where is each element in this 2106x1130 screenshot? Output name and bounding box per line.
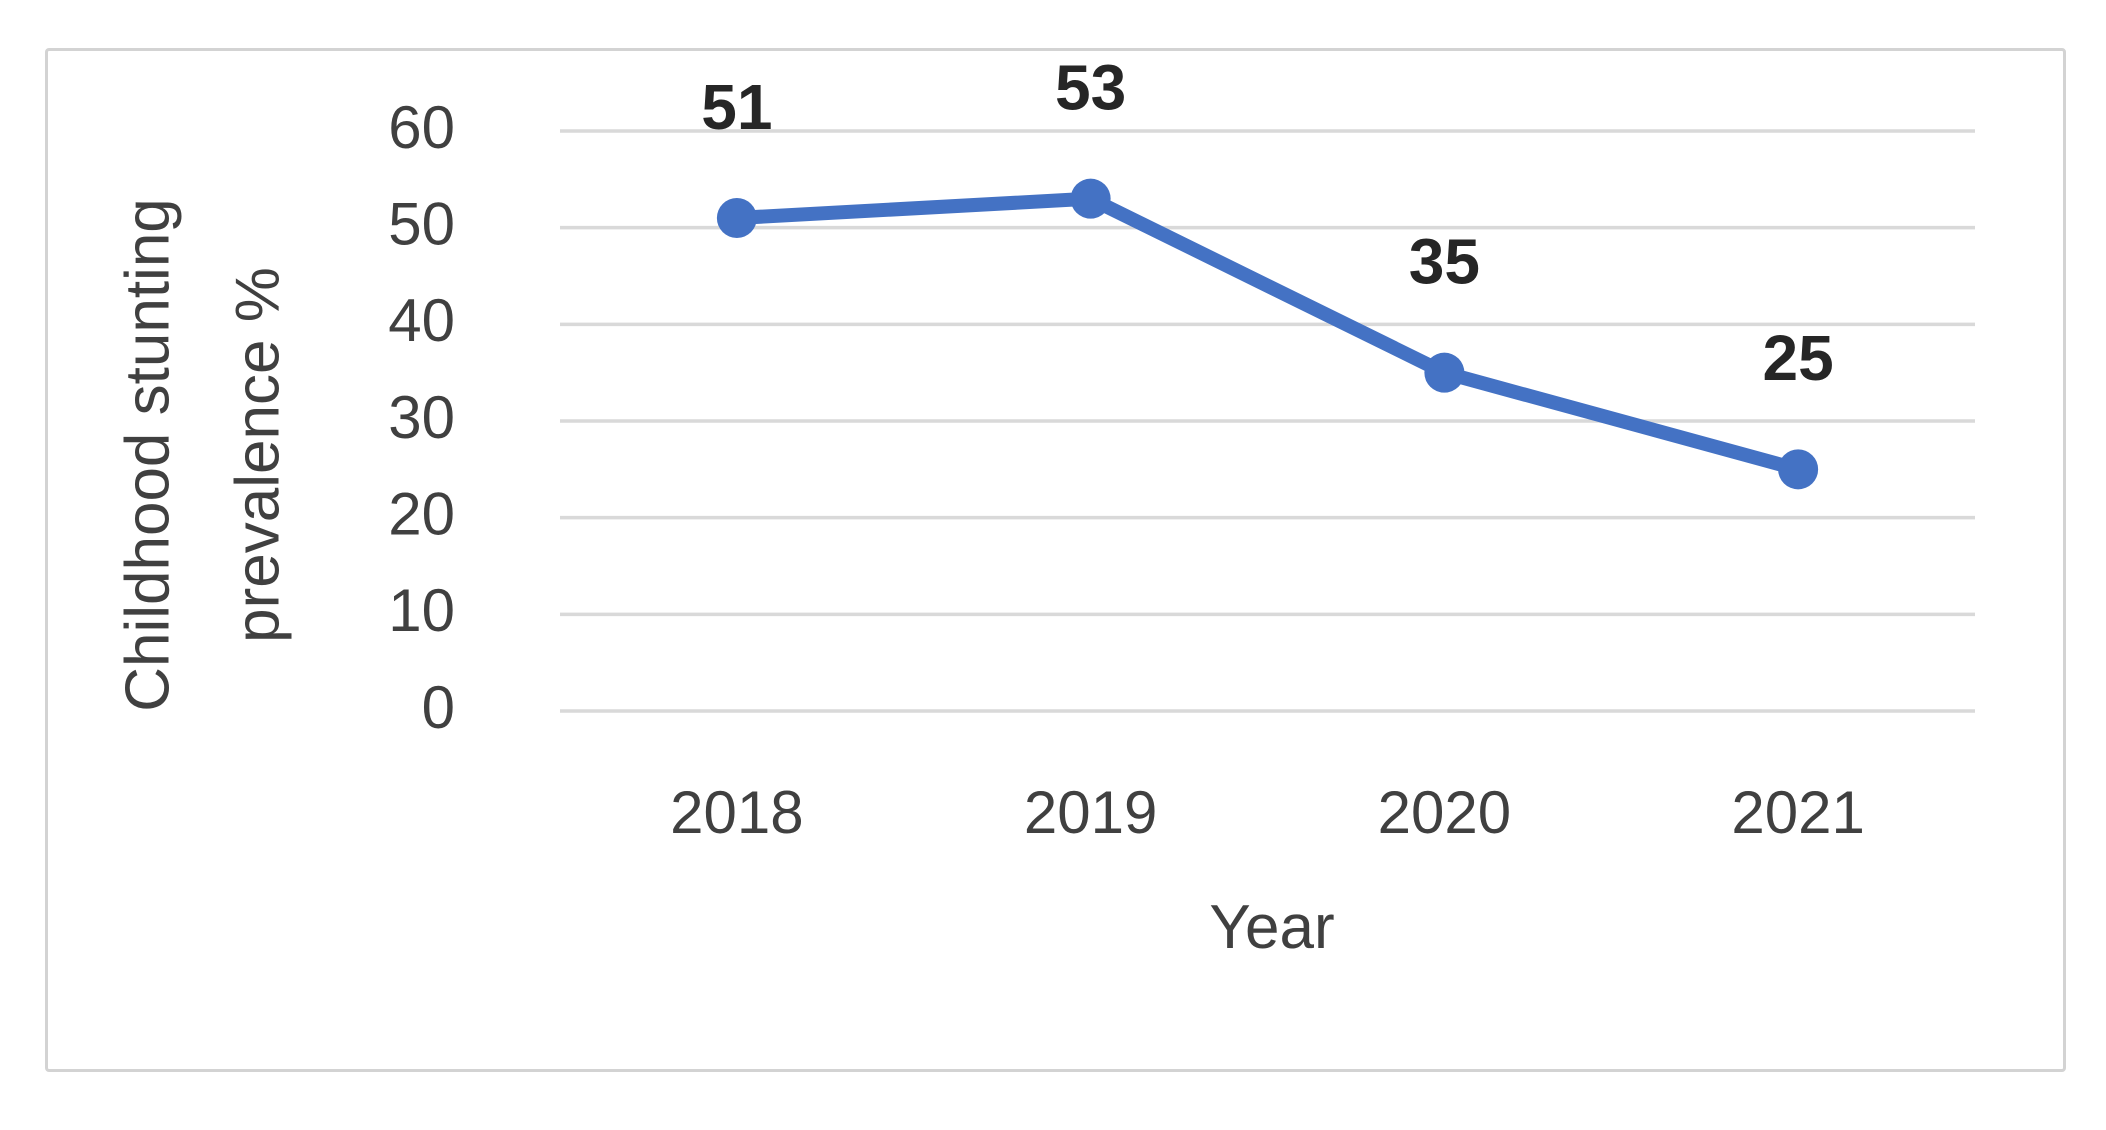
y-axis-title-line: Childhood stunting [113, 198, 182, 712]
data-label: 25 [1763, 322, 1834, 394]
y-tick-label: 10 [388, 577, 455, 644]
data-point-marker [1778, 449, 1819, 490]
y-tick-label: 30 [388, 384, 455, 451]
chart-area-border [45, 48, 2066, 1072]
data-point-marker [716, 198, 757, 238]
series-line [729, 191, 1806, 477]
y-tick-label: 40 [388, 287, 455, 354]
data-label: 35 [1409, 226, 1480, 298]
y-tick-label: 50 [388, 191, 455, 258]
y-axis-title-line: prevalence % [223, 267, 292, 643]
y-tick-label: 20 [388, 481, 455, 548]
x-axis-title: Year [1209, 893, 1334, 962]
x-tick-label: 2018 [670, 779, 803, 846]
y-tick-label: 60 [388, 94, 455, 161]
data-point-marker [1070, 178, 1111, 219]
data-label: 53 [1055, 52, 1126, 124]
y-tick-label: 0 [422, 674, 455, 741]
data-label: 51 [701, 71, 772, 143]
x-tick-label: 2019 [1024, 779, 1157, 846]
x-tick-label: 2020 [1378, 779, 1511, 846]
data-point-marker [1424, 352, 1465, 393]
x-tick-label: 2021 [1731, 779, 1864, 846]
